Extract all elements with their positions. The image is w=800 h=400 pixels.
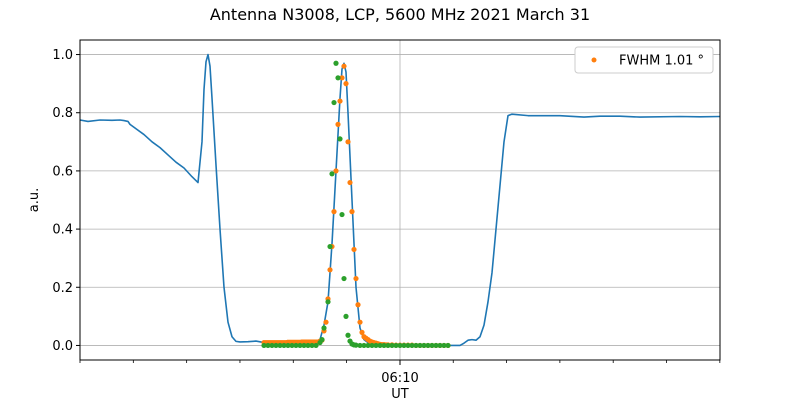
scatter-point [337, 136, 343, 142]
scatter-point [361, 342, 367, 349]
scatter-point [373, 342, 379, 349]
legend: FWHM 1.01 ° [574, 46, 714, 74]
scatter-point [331, 99, 337, 106]
scatter-point [297, 342, 303, 349]
scatter-point [313, 342, 319, 349]
scatter-point [351, 246, 357, 253]
scatter-point [305, 342, 311, 349]
scatter-point [329, 171, 335, 177]
scatter-point [261, 342, 267, 349]
scatter-point [293, 342, 299, 349]
y-tick-label: 0.0 [52, 339, 73, 354]
scatter-point [325, 299, 331, 305]
scatter-point [345, 139, 351, 145]
series-line [79, 53, 721, 347]
scatter-point [309, 342, 315, 349]
scatter-point [417, 342, 423, 349]
scatter-point [393, 342, 399, 349]
scatter-series-2 [261, 60, 451, 349]
scatter-point [401, 342, 407, 349]
scatter-point [327, 243, 333, 250]
scatter-point [441, 342, 447, 349]
scatter-point [347, 179, 353, 186]
scatter-point [341, 275, 347, 282]
scatter-point [323, 319, 329, 325]
scatter-point [321, 325, 327, 331]
y-tick-label: 0.2 [52, 281, 73, 296]
y-tick-label: 1.0 [52, 48, 73, 63]
legend-label-fwhm: FWHM 1.01 ° [619, 54, 704, 69]
x-axis-label: UT [391, 387, 409, 400]
scatter-point [343, 313, 349, 319]
scatter-point [421, 342, 427, 349]
scatter-point [359, 329, 365, 335]
chart-title: Antenna N3008, LCP, 5600 MHz 2021 March … [210, 5, 590, 24]
scatter-point [319, 337, 325, 343]
scatter-point [357, 319, 363, 325]
scatter-point [285, 342, 291, 349]
legend-marker-fwhm [591, 57, 597, 63]
scatter-point [345, 332, 351, 338]
y-tick-label: 0.8 [52, 106, 73, 121]
scatter-point [349, 209, 355, 215]
scatter-point [339, 75, 345, 81]
scatter-point [377, 342, 383, 349]
scatter-point [409, 342, 415, 349]
scatter-point [269, 342, 275, 349]
series-layer [79, 53, 721, 349]
scatter-point [413, 342, 419, 349]
scatter-point [353, 342, 359, 348]
scatter-point [339, 211, 345, 218]
scatter-point [353, 275, 359, 282]
scatter-point [357, 342, 363, 349]
scatter-point [335, 121, 341, 127]
scatter-point [365, 342, 371, 349]
scatter-point [277, 342, 283, 349]
scatter-point [389, 342, 395, 349]
scatter-point [433, 342, 439, 349]
scatter-point [327, 267, 333, 273]
scatter-point [281, 342, 287, 349]
x-tick-label: 06:10 [381, 371, 418, 386]
scatter-point [425, 342, 431, 349]
scatter-point [337, 98, 343, 104]
scatter-point [265, 342, 271, 349]
y-tick-label: 0.4 [52, 223, 73, 238]
y-tick-label: 0.6 [52, 164, 73, 179]
scatter-point [301, 342, 307, 349]
scatter-point [397, 342, 403, 349]
scatter-point [333, 60, 339, 66]
scatter-point [437, 342, 443, 349]
legend-box [574, 46, 714, 74]
scatter-point [333, 168, 339, 174]
scatter-point [381, 342, 387, 349]
scatter-point [343, 81, 349, 87]
scatter-point [355, 302, 361, 308]
scatter-point [369, 342, 375, 349]
y-axis-label: a.u. [27, 188, 42, 212]
scatter-point [341, 63, 347, 69]
scatter-point [405, 342, 411, 349]
scatter-point [289, 342, 295, 349]
ticks-layer: 0.0 0.2 0.4 0.6 0.8 1.0 06:10 [52, 48, 721, 386]
scatter-point [331, 209, 337, 215]
scatter-point [445, 342, 451, 349]
scatter-point [335, 75, 341, 81]
scatter-point [385, 342, 391, 349]
scatter-point [273, 342, 279, 349]
scatter-point [429, 342, 435, 349]
